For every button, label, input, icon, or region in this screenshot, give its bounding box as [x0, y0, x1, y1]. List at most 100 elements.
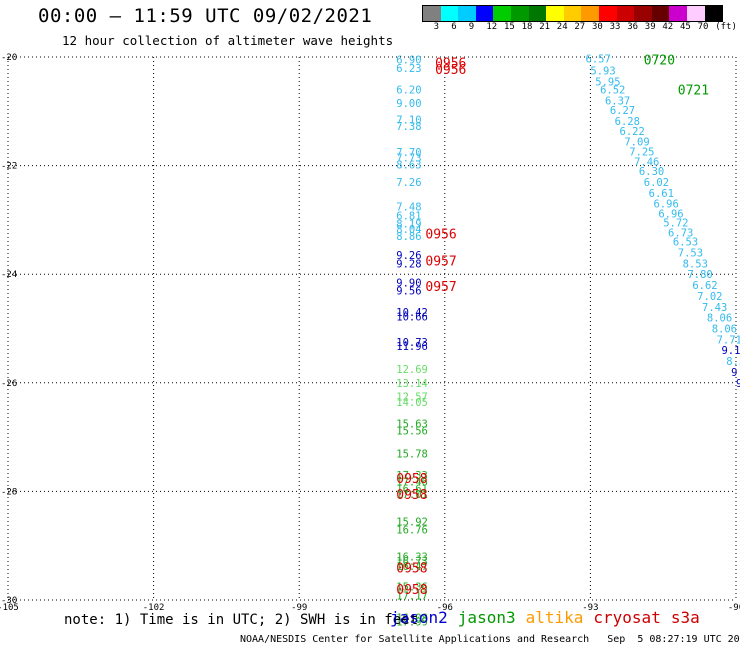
- y-tick-label: -20: [1, 53, 17, 63]
- time-annotation: 0720: [644, 54, 675, 69]
- data-point-label: 16.76: [396, 524, 428, 536]
- data-point-label: 7.09: [624, 137, 649, 149]
- data-point-label: 9.26: [396, 250, 421, 262]
- data-point-label: 6.27: [610, 105, 635, 117]
- legend-swatch: [493, 6, 511, 21]
- credit-line: NOAA/NESDIS Center for Satellite Applica…: [240, 634, 740, 645]
- legend-label: 70: [697, 22, 709, 32]
- legend-swatch: [546, 6, 564, 21]
- legend-label: 12: [486, 22, 498, 32]
- data-point-label: 6.28: [615, 116, 640, 128]
- legend-swatch: [581, 6, 599, 21]
- legend-swatch: [598, 6, 617, 21]
- data-point-label: 6.61: [649, 188, 674, 200]
- legend-swatch: [510, 6, 529, 21]
- data-point-label: 7.26: [396, 177, 421, 189]
- data-point-label: 6.62: [692, 280, 717, 292]
- legend-label: 21: [539, 22, 551, 32]
- legend-label: 3: [433, 22, 440, 32]
- legend-swatch: [475, 6, 494, 21]
- page-title: 00:00 – 11:59 UTC 09/02/2021: [38, 5, 373, 27]
- data-point-label: 7.73: [396, 152, 421, 164]
- data-point-label: 9.28: [396, 258, 421, 270]
- data-point-label: 17.01: [396, 489, 428, 501]
- data-point-label: 12.69: [396, 364, 428, 376]
- data-point-label: 16.33: [396, 552, 428, 564]
- data-point-label: 8.86: [396, 231, 421, 243]
- time-annotation: 0957: [425, 255, 456, 270]
- data-point-label: 16.61: [396, 484, 428, 496]
- data-point-label: 11.96: [396, 341, 428, 353]
- data-point-label: 15.92: [396, 516, 428, 528]
- time-annotation: 0958: [396, 583, 427, 598]
- legend-swatch: [669, 6, 687, 21]
- data-point-label: 6.53: [673, 237, 698, 249]
- data-point-label: 10.42: [396, 307, 428, 319]
- data-point-label: 9.56: [396, 285, 421, 297]
- data-point-label: 7.46: [634, 156, 659, 168]
- time-annotation: 0958: [396, 561, 427, 576]
- data-point-label: 10.73: [396, 337, 428, 349]
- legend-swatch: [686, 6, 705, 21]
- y-tick-label: -22: [1, 162, 17, 172]
- data-point-label: 17.17: [396, 591, 428, 603]
- data-point-label: 13.14: [396, 378, 428, 390]
- time-annotation: 0721: [678, 84, 709, 99]
- x-tick-label: -105: [0, 603, 19, 613]
- data-point-label: 7.02: [697, 291, 722, 303]
- data-point-label: 17.33: [396, 470, 428, 482]
- legend-label: 36: [627, 22, 639, 32]
- data-point-label: 5.95: [595, 76, 620, 88]
- legend-swatch: [651, 6, 670, 21]
- time-annotation: 0958: [396, 488, 427, 503]
- data-point-label: 6.96: [653, 199, 678, 211]
- legend-label: 45: [680, 22, 691, 32]
- data-point-label: 8.19: [396, 219, 421, 231]
- data-point-label: 8.04: [396, 224, 421, 236]
- data-point-label: 16.47: [396, 561, 428, 573]
- data-point-label: 6.73: [668, 227, 693, 239]
- data-point-label: 6.37: [605, 95, 630, 107]
- legend-label: 9: [468, 22, 475, 32]
- legend-label: 6: [451, 22, 457, 32]
- satellite-name: altika: [525, 608, 584, 627]
- data-point-label: 6.02: [644, 177, 669, 189]
- data-point-label: 15.36: [396, 581, 428, 593]
- data-point-label: 6.81: [396, 211, 421, 223]
- color-legend-bar: [422, 5, 724, 22]
- data-point-label: 6.22: [620, 126, 645, 138]
- data-point-label: 9.14: [721, 345, 740, 357]
- x-tick-label: -99: [291, 603, 307, 613]
- legend-swatch: [423, 6, 441, 21]
- data-point-label: 17.46: [396, 477, 428, 489]
- data-point-label: 7.80: [687, 269, 712, 281]
- satellite-name: s3a: [670, 608, 700, 627]
- y-tick-label: -28: [1, 487, 17, 497]
- data-point-label: 7.10: [396, 114, 421, 126]
- legend-label: (ft): [715, 22, 737, 32]
- legend-swatch: [563, 6, 582, 21]
- data-point-label: 6.57: [586, 54, 611, 66]
- legend-label: 27: [574, 22, 586, 32]
- data-point-label: 15.56: [396, 426, 428, 438]
- y-tick-label: -24: [1, 270, 17, 280]
- legend-swatch: [528, 6, 547, 21]
- legend-label: 33: [609, 22, 621, 32]
- satellite-name: jason2: [390, 608, 448, 627]
- data-point-label: 7.53: [678, 247, 703, 259]
- data-point-label: 6.52: [600, 85, 625, 97]
- data-point-label: 7.43: [702, 302, 727, 314]
- data-point-label: 6.20: [396, 85, 421, 97]
- legend-label: 39: [644, 22, 656, 32]
- data-point-label: 14.05: [396, 397, 428, 409]
- data-point-label: 15.63: [396, 419, 428, 431]
- legend-swatch: [616, 6, 635, 21]
- data-point-label: 9.00: [396, 98, 421, 110]
- data-point-label: 6.96: [658, 208, 683, 220]
- data-point-label: 7.70: [396, 147, 421, 159]
- data-point-label: 12.57: [396, 391, 428, 403]
- legend-swatch: [704, 6, 723, 21]
- legend-label: 30: [592, 22, 603, 32]
- time-annotation: 0956: [435, 63, 466, 78]
- legend-label: 15: [504, 22, 515, 32]
